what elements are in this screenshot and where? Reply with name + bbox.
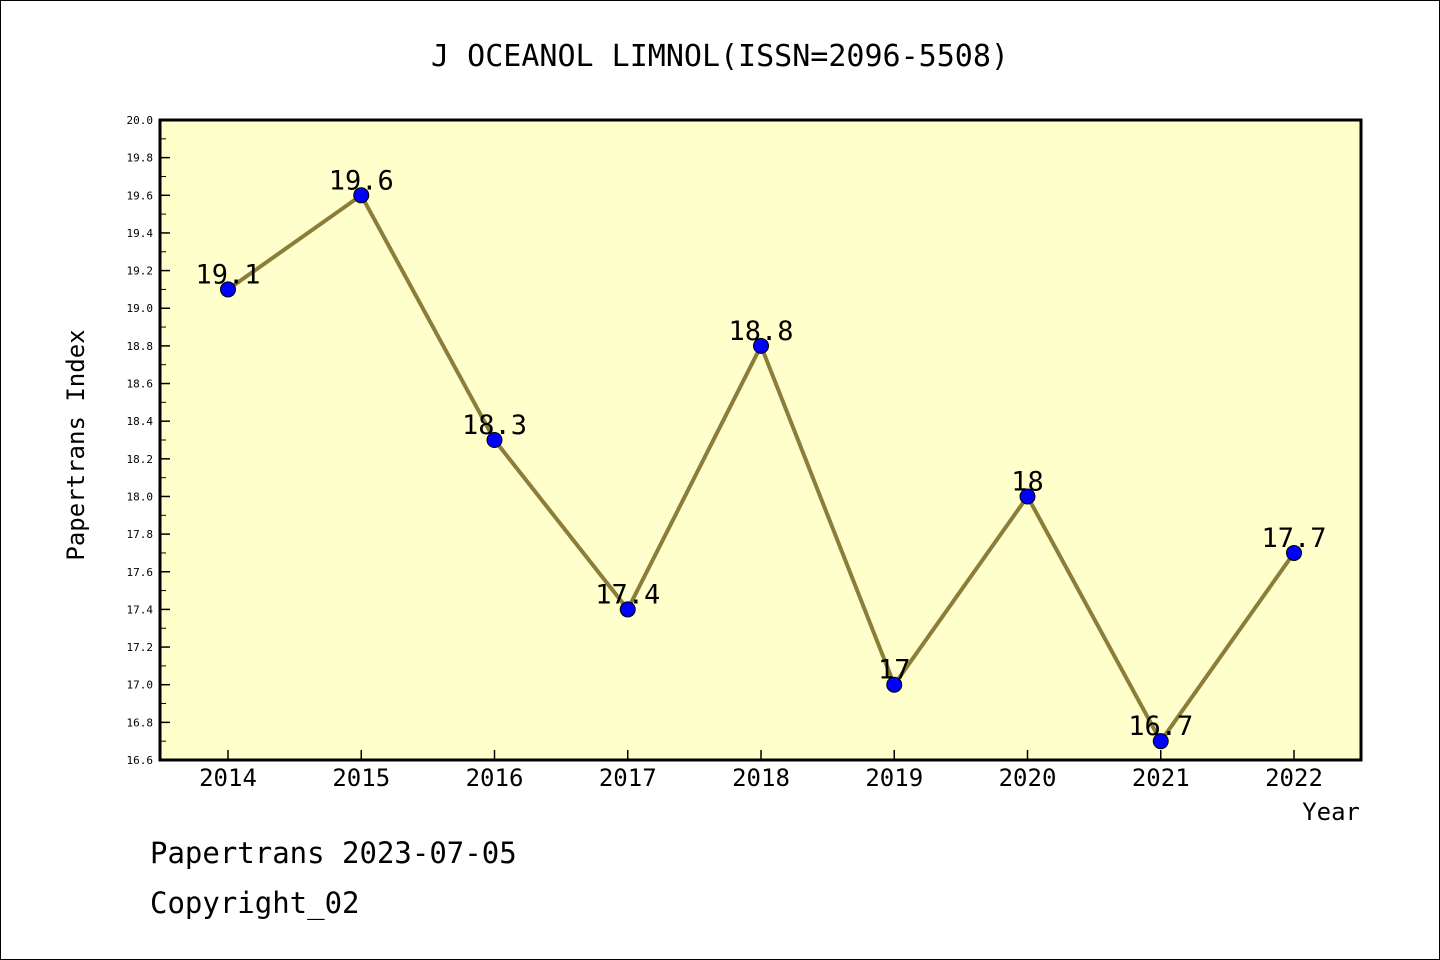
y-tick-label: 19.8 <box>127 152 154 165</box>
x-tick-label: 2018 <box>732 764 790 792</box>
y-tick-label: 17.6 <box>127 566 154 579</box>
data-label: 17.7 <box>1261 523 1326 554</box>
data-point <box>1019 488 1036 505</box>
data-points <box>220 187 1302 750</box>
data-label: 18.3 <box>462 410 527 441</box>
plot-area <box>158 118 1363 762</box>
data-point <box>753 337 769 354</box>
y-tick-label: 19.6 <box>127 189 154 202</box>
x-tick-label: 2021 <box>1132 764 1190 792</box>
y-tick-label: 18.0 <box>127 490 154 503</box>
x-tick-label: 2022 <box>1265 764 1323 792</box>
x-tick-label: 2016 <box>466 764 524 792</box>
data-label: 17 <box>878 655 911 686</box>
data-point <box>353 187 370 204</box>
x-tick-label: 2020 <box>999 764 1057 792</box>
y-tick-label: 19.2 <box>127 265 154 278</box>
x-axis-label: Year <box>1302 798 1360 826</box>
y-tick-label: 20.0 <box>127 114 154 127</box>
data-label: 19.6 <box>329 165 394 196</box>
x-tick-label: 2019 <box>865 764 923 792</box>
data-label: 18.8 <box>728 316 793 347</box>
y-tick-label: 17.0 <box>127 679 154 692</box>
data-point <box>220 281 236 298</box>
x-axis: 2014 2015 2016 2017 2018 2019 2020 2021 2022 <box>199 750 1323 792</box>
data-point <box>1286 544 1302 561</box>
x-tick-label: 2017 <box>599 764 657 792</box>
y-tick-label: 18.2 <box>127 453 154 466</box>
y-tick-label: 19.4 <box>127 227 154 240</box>
data-point <box>486 432 503 448</box>
y-tick-label: 17.2 <box>127 641 154 654</box>
footer-date: Papertrans 2023-07-05 <box>150 836 517 870</box>
y-tick-label: 18.4 <box>127 415 154 428</box>
data-label: 18 <box>1011 466 1044 497</box>
data-label: 19.1 <box>195 259 260 290</box>
y-axis-label: Papertrans Index <box>62 329 90 560</box>
y-tick-label: 17.4 <box>127 603 154 616</box>
y-tick-label: 18.6 <box>127 378 154 391</box>
x-tick-label: 2014 <box>199 764 257 792</box>
data-label: 17.4 <box>595 579 660 610</box>
data-point <box>1152 733 1169 750</box>
footer-copyright: Copyright_02 <box>150 886 360 921</box>
y-tick-label: 16.6 <box>127 754 154 767</box>
y-tick-label: 16.8 <box>127 716 154 729</box>
y-tick-label: 19.0 <box>127 302 154 315</box>
data-point <box>619 601 636 618</box>
data-label: 16.7 <box>1128 711 1193 742</box>
x-tick-label: 2015 <box>332 764 390 792</box>
data-labels: 19.1 19.6 18.3 17.4 18.8 17 18 16.7 17.7 <box>195 165 1326 742</box>
y-axis: 16.6 16.8 17.0 17.2 17.4 17.6 17.8 18.0 18.2 18.4… <box>127 114 170 767</box>
data-point <box>886 676 903 693</box>
y-tick-label: 17.8 <box>127 528 154 541</box>
y-tick-label: 18.8 <box>127 340 154 353</box>
chart-title: J OCEANOL LIMNOL(ISSN=2096-5508) <box>431 39 1009 74</box>
